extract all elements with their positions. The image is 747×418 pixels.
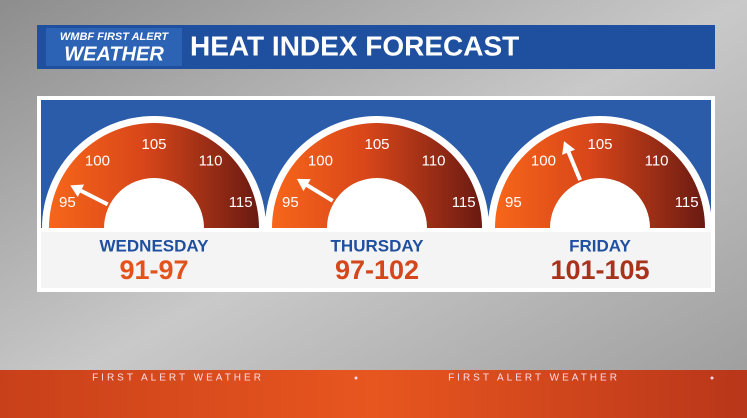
logo-top: WMBF FIRST ALERT (60, 31, 169, 43)
day-label: FRIDAY (569, 236, 631, 255)
footer-dot (354, 376, 358, 380)
footer-text: FIRST ALERT WEATHER (92, 373, 264, 384)
gauge-tick-label: 110 (199, 152, 223, 169)
day-label: THURSDAY (331, 236, 425, 255)
day-label: WEDNESDAY (100, 236, 210, 255)
gauge-tick-label: 115 (452, 194, 476, 211)
range-label: 101-105 (550, 255, 649, 285)
gauge-tick-label: 115 (675, 194, 699, 211)
gauge-tick-label: 95 (282, 194, 299, 211)
footer-bar (0, 370, 747, 418)
range-label: 97-102 (335, 255, 419, 285)
title: HEAT INDEX FORECAST (190, 30, 519, 61)
gauge-tick-label: 100 (85, 152, 110, 169)
label-strip (41, 232, 711, 288)
logo-box (46, 28, 182, 66)
gauge-tick-label: 105 (587, 136, 612, 153)
logo-bottom: WEATHER (64, 43, 164, 65)
gauge-tick-label: 95 (505, 194, 522, 211)
gauge-tick-label: 105 (141, 136, 166, 153)
gauge-needle (296, 178, 334, 203)
gauge-needle (562, 141, 582, 181)
footer-dot (710, 376, 714, 380)
gauge-needle (70, 184, 109, 207)
gauge-arc (495, 123, 705, 228)
footer-text: FIRST ALERT WEATHER (448, 373, 620, 384)
gauge-tick-label: 110 (645, 152, 669, 169)
gauge-tick-label: 115 (229, 194, 253, 211)
gauge-tick-label: 100 (531, 152, 556, 169)
gauge-tick-label: 100 (308, 152, 333, 169)
gauge-tick-label: 95 (59, 194, 76, 211)
gauge-arc (272, 123, 482, 228)
gauge-tick-label: 105 (364, 136, 389, 153)
range-label: 91-97 (119, 255, 188, 285)
gauge-tick-label: 110 (422, 152, 446, 169)
